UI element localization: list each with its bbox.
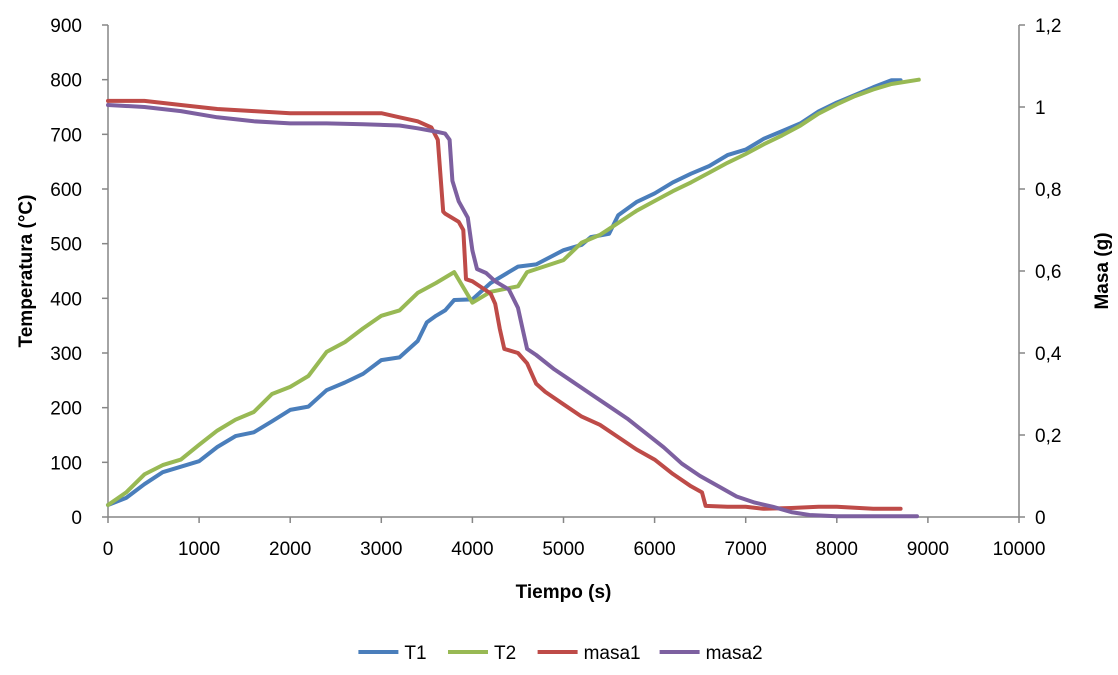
x-tick-label: 6000 bbox=[633, 539, 675, 560]
x-axis-title: Tiempo (s) bbox=[516, 582, 612, 603]
y-axis-ticks: 0 100 200 300 400 500 600 700 800 900 bbox=[50, 16, 108, 529]
y2-tick-label: 1 bbox=[1035, 98, 1046, 119]
x-tick-label: 7000 bbox=[725, 539, 767, 560]
y-tick-label: 900 bbox=[50, 16, 82, 37]
legend-label: T2 bbox=[494, 643, 516, 664]
y2-tick-label: 0,6 bbox=[1035, 262, 1061, 283]
series-line-masa1 bbox=[106, 98, 903, 511]
y-tick-label: 700 bbox=[50, 125, 82, 146]
x-tick-label: 8000 bbox=[816, 539, 858, 560]
legend-label: T1 bbox=[404, 643, 426, 664]
y-tick-label: 400 bbox=[50, 289, 82, 310]
y-tick-label: 800 bbox=[50, 71, 82, 92]
y2-axis-ticks: 0 0,2 0,4 0,6 0,8 1 1,2 bbox=[1019, 16, 1062, 529]
legend-label: masa1 bbox=[584, 643, 641, 664]
series-line-T1 bbox=[106, 78, 903, 507]
legend-item-T2: T2 bbox=[448, 643, 516, 664]
x-tick-label: 5000 bbox=[542, 539, 584, 560]
y-tick-label: 600 bbox=[50, 180, 82, 201]
y-tick-label: 100 bbox=[50, 453, 82, 474]
y2-axis-title: Masa (g) bbox=[1092, 232, 1113, 309]
y2-tick-label: 0,4 bbox=[1035, 344, 1062, 365]
series-line-T2 bbox=[106, 77, 921, 507]
x-tick-label: 10000 bbox=[993, 539, 1046, 560]
y-tick-label: 300 bbox=[50, 344, 82, 365]
x-tick-label: 1000 bbox=[178, 539, 220, 560]
legend-item-masa2: masa2 bbox=[659, 643, 763, 664]
x-tick-label: 2000 bbox=[269, 539, 311, 560]
y-tick-label: 0 bbox=[71, 508, 82, 529]
legend: T1 T2 masa1 masa2 bbox=[358, 643, 763, 664]
series-line-masa2 bbox=[106, 103, 919, 519]
x-tick-label: 3000 bbox=[360, 539, 402, 560]
y-tick-label: 500 bbox=[50, 235, 82, 256]
legend-item-T1: T1 bbox=[358, 643, 427, 664]
legend-label: masa2 bbox=[706, 643, 763, 664]
y2-tick-label: 0,8 bbox=[1035, 180, 1061, 201]
legend-item-masa1: masa1 bbox=[537, 643, 641, 664]
x-tick-label: 9000 bbox=[907, 539, 949, 560]
x-tick-label: 0 bbox=[103, 539, 114, 560]
y-tick-label: 200 bbox=[50, 399, 82, 420]
y-axis-title: Temperatura (°C) bbox=[16, 195, 37, 348]
y2-tick-label: 0 bbox=[1035, 508, 1046, 529]
x-tick-label: 4000 bbox=[451, 539, 493, 560]
x-axis-ticks: 0 1000 2000 3000 4000 5000 6000 7000 8000 9000 100… bbox=[103, 517, 1046, 560]
y2-tick-label: 1,2 bbox=[1035, 16, 1061, 37]
series-layer bbox=[106, 77, 921, 519]
y2-tick-label: 0,2 bbox=[1035, 426, 1061, 447]
axes bbox=[107, 25, 1020, 518]
